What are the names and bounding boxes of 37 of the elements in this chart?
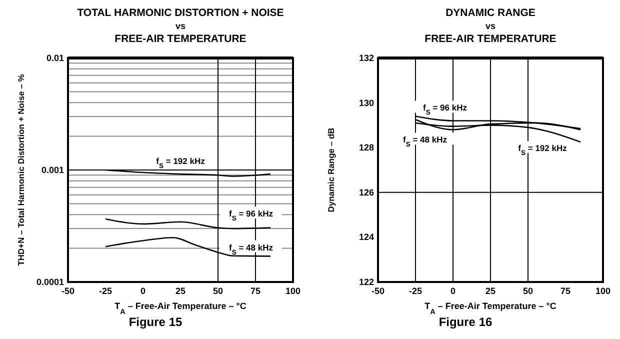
annotation: f$_{S}$ = 96 kHz	[422, 102, 468, 116]
x-tick-label: 25	[175, 286, 186, 296]
x-tick-label: 0	[140, 286, 146, 296]
annotation: f$_{S}$ = 48 kHz	[228, 242, 274, 256]
annotation: f$_{S}$ = 96 kHz	[228, 208, 274, 222]
y-tick-label: 0.0001	[36, 277, 64, 287]
chart-title: TOTAL HARMONIC DISTORTION + NOISE vs FREE-AIR TEMPERATURE	[77, 7, 284, 45]
caption: Figure 15	[128, 315, 182, 329]
x-axis-title: T$_{A}$ – Free-Air Temperature – °C	[114, 301, 247, 316]
x-tick-label: 75	[560, 286, 571, 296]
y-tick-label: 126	[358, 187, 374, 198]
y-tick-label: 130	[358, 98, 374, 108]
annotation: f$_{S}$ = 48 kHz	[402, 134, 448, 148]
x-tick-label: 25	[485, 286, 496, 296]
x-tick-label: 50	[212, 286, 224, 296]
chart-title: DYNAMIC RANGE vs FREE-AIR TEMPERATURE	[424, 7, 556, 45]
x-axis-title: T$_{A}$ – Free-Air Temperature – °C	[424, 301, 557, 316]
y-tick-label: 122	[358, 277, 374, 287]
x-tick-label: -50	[371, 286, 385, 296]
x-tick-label: -50	[61, 286, 75, 296]
x-tick-label: 0	[450, 286, 456, 296]
x-tick-label: 100	[595, 286, 611, 296]
x-tick-label: 75	[250, 286, 261, 296]
y-tick-label: 0.01	[46, 53, 64, 63]
x-tick-label: -25	[98, 286, 112, 296]
y-tick-label: 0.001	[41, 165, 64, 175]
x-tick-label: 100	[285, 286, 301, 296]
caption: Figure 16	[438, 315, 492, 329]
y-tick-label: 124	[358, 232, 374, 242]
annotation: f$_{S}$ = 192 kHz	[156, 156, 205, 170]
y-axis-title: Dynamic Range – dB	[326, 128, 336, 212]
y-tick-label: 128	[358, 142, 374, 153]
y-tick-label: 132	[358, 53, 374, 63]
x-tick-label: 50	[522, 286, 534, 296]
annotation: f$_{S}$ = 192 kHz	[518, 143, 567, 156]
y-axis-title: THD+N – Total Harmonic Distortion + Noise – %	[16, 74, 26, 266]
x-tick-label: -25	[408, 286, 422, 296]
